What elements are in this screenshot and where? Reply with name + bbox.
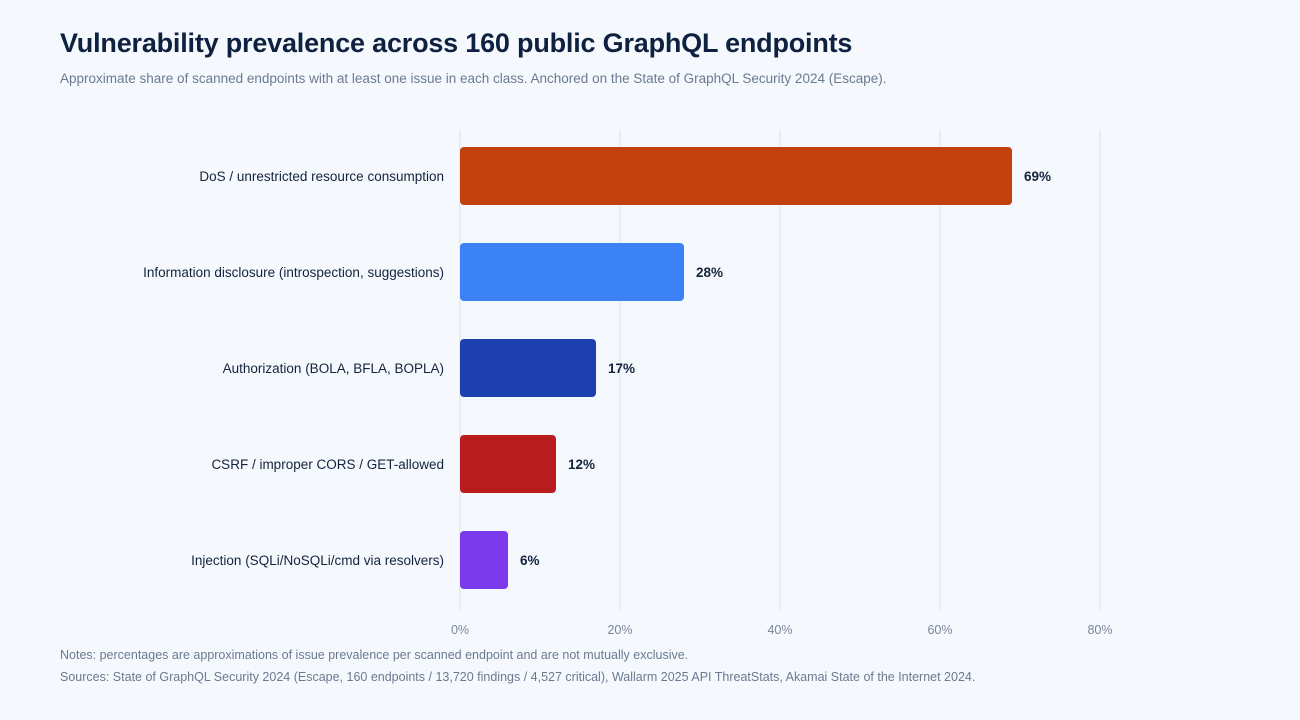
bars [460, 147, 1012, 589]
chart-title: Vulnerability prevalence across 160 publ… [60, 28, 853, 58]
value-labels: 69% 28% 17% 12% 6% [520, 169, 1051, 568]
bar-5 [460, 531, 508, 589]
x-axis-ticks: 0% 20% 40% 60% 80% [451, 623, 1113, 637]
category-label-5: Injection (SQLi/NoSQLi/cmd via resolvers… [191, 553, 444, 568]
bar-2 [460, 243, 684, 301]
category-label-3: Authorization (BOLA, BFLA, BOPLA) [223, 361, 444, 376]
x-tick-label-60: 60% [927, 623, 952, 637]
bar-1 [460, 147, 1012, 205]
category-label-1: DoS / unrestricted resource consumption [199, 169, 444, 184]
value-label-2: 28% [696, 265, 723, 280]
value-label-4: 12% [568, 457, 595, 472]
chart-subtitle: Approximate share of scanned endpoints w… [60, 71, 887, 86]
x-tick-label-80: 80% [1087, 623, 1112, 637]
chart-notes: Notes: percentages are approximations of… [60, 648, 689, 662]
bar-4 [460, 435, 556, 493]
x-tick-label-0: 0% [451, 623, 469, 637]
chart-sources: Sources: State of GraphQL Security 2024 … [60, 670, 976, 684]
x-tick-label-40: 40% [767, 623, 792, 637]
category-labels: DoS / unrestricted resource consumption I… [143, 169, 444, 568]
value-label-5: 6% [520, 553, 540, 568]
value-label-1: 69% [1024, 169, 1051, 184]
category-label-2: Information disclosure (introspection, s… [143, 265, 444, 280]
bar-3 [460, 339, 596, 397]
x-tick-label-20: 20% [607, 623, 632, 637]
value-label-3: 17% [608, 361, 635, 376]
category-label-4: CSRF / improper CORS / GET-allowed [211, 457, 444, 472]
